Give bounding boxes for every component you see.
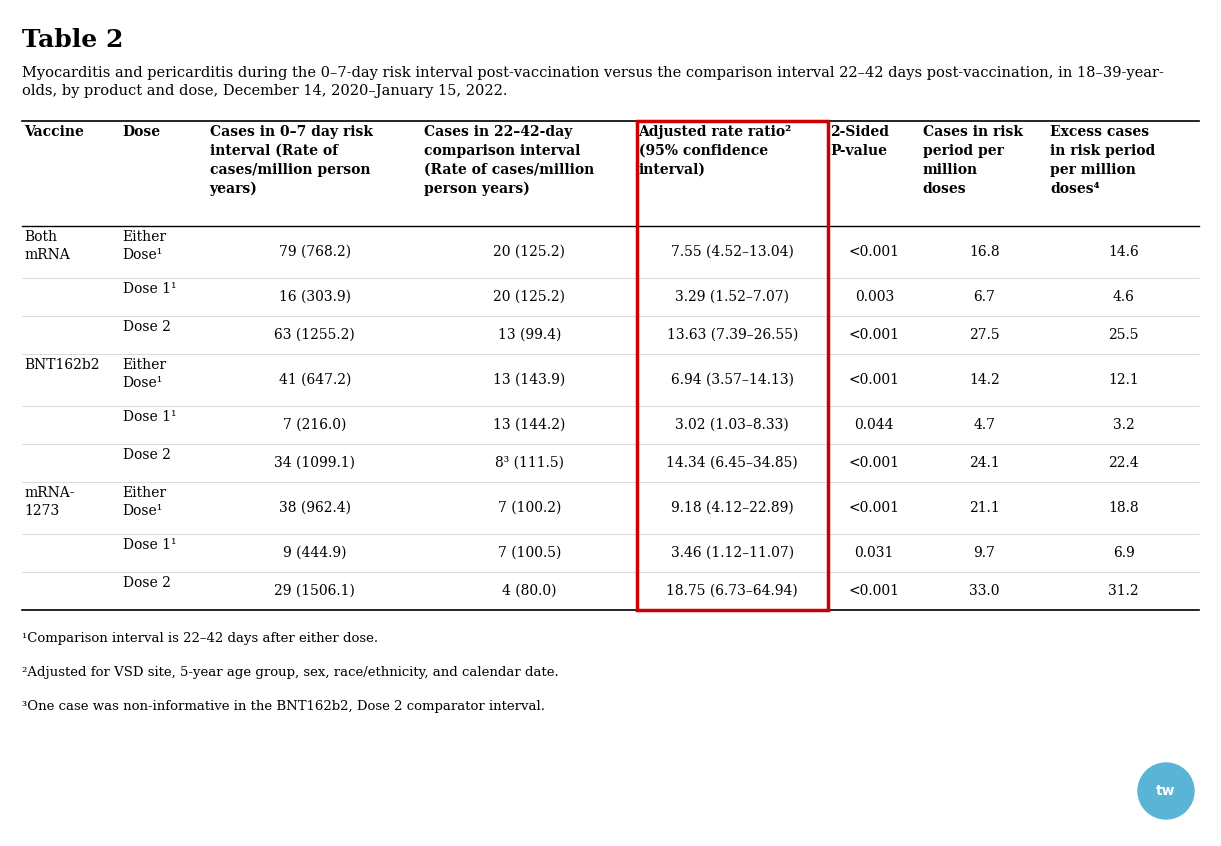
Text: 4 (80.0): 4 (80.0) <box>502 584 557 598</box>
Text: 0.044: 0.044 <box>855 418 894 432</box>
Text: 18.8: 18.8 <box>1109 501 1139 515</box>
Text: 6.7: 6.7 <box>973 290 995 304</box>
Text: 14.6: 14.6 <box>1109 245 1139 259</box>
Text: <0.001: <0.001 <box>849 501 900 515</box>
Text: ¹Comparison interval is 22–42 days after either dose.: ¹Comparison interval is 22–42 days after… <box>22 632 379 645</box>
Text: Cases in 0–7 day risk
interval (Rate of
cases/million person
years): Cases in 0–7 day risk interval (Rate of … <box>210 125 372 196</box>
Text: 14.2: 14.2 <box>969 373 1000 387</box>
Text: 7 (216.0): 7 (216.0) <box>283 418 347 432</box>
Text: Dose 1¹: Dose 1¹ <box>122 282 176 296</box>
Text: 38 (962.4): 38 (962.4) <box>278 501 350 515</box>
Text: Adjusted rate ratio²
(95% confidence
interval): Adjusted rate ratio² (95% confidence int… <box>639 125 791 177</box>
Text: Dose 2: Dose 2 <box>122 320 171 334</box>
Text: 20 (125.2): 20 (125.2) <box>493 290 565 304</box>
Text: mRNA-
1273: mRNA- 1273 <box>24 486 74 519</box>
Text: Both
mRNA: Both mRNA <box>24 230 70 262</box>
Text: 4.6: 4.6 <box>1112 290 1134 304</box>
Text: tw: tw <box>1156 784 1176 798</box>
Text: BNT162b2: BNT162b2 <box>24 358 99 372</box>
Bar <box>636 121 828 610</box>
Text: Dose 2: Dose 2 <box>122 448 171 462</box>
Text: Excess cases
in risk period
per million
doses⁴: Excess cases in risk period per million … <box>1050 125 1155 196</box>
Text: 6.94 (3.57–14.13): 6.94 (3.57–14.13) <box>670 373 794 387</box>
Text: 3.02 (1.03–8.33): 3.02 (1.03–8.33) <box>675 418 789 432</box>
Text: 9 (444.9): 9 (444.9) <box>283 546 347 560</box>
Text: Either
Dose¹: Either Dose¹ <box>122 230 167 262</box>
Text: 33.0: 33.0 <box>969 584 1000 598</box>
Text: 3.46 (1.12–11.07): 3.46 (1.12–11.07) <box>670 546 794 560</box>
Text: ²Adjusted for VSD site, 5-year age group, sex, race/ethnicity, and calendar date: ²Adjusted for VSD site, 5-year age group… <box>22 666 559 679</box>
Text: 41 (647.2): 41 (647.2) <box>278 373 350 387</box>
Text: 7 (100.5): 7 (100.5) <box>498 546 560 560</box>
Text: 16.8: 16.8 <box>969 245 1000 259</box>
Text: Either
Dose¹: Either Dose¹ <box>122 486 167 519</box>
Text: <0.001: <0.001 <box>849 328 900 342</box>
Text: 21.1: 21.1 <box>969 501 1000 515</box>
Text: 9.7: 9.7 <box>973 546 995 560</box>
Text: Dose 1¹: Dose 1¹ <box>122 538 176 552</box>
Text: 13 (99.4): 13 (99.4) <box>498 328 560 342</box>
Text: Dose 1¹: Dose 1¹ <box>122 410 176 424</box>
Text: 3.29 (1.52–7.07): 3.29 (1.52–7.07) <box>675 290 789 304</box>
Text: 29 (1506.1): 29 (1506.1) <box>275 584 355 598</box>
Text: 22.4: 22.4 <box>1109 456 1139 470</box>
Text: 6.9: 6.9 <box>1112 546 1134 560</box>
Text: 31.2: 31.2 <box>1109 584 1139 598</box>
Text: 13 (144.2): 13 (144.2) <box>493 418 565 432</box>
Text: <0.001: <0.001 <box>849 456 900 470</box>
Text: 2-Sided
P-value: 2-Sided P-value <box>830 125 889 158</box>
Text: 7.55 (4.52–13.04): 7.55 (4.52–13.04) <box>670 245 794 259</box>
Text: 27.5: 27.5 <box>969 328 1000 342</box>
Text: Vaccine: Vaccine <box>24 125 84 139</box>
Text: 4.7: 4.7 <box>973 418 995 432</box>
Text: 18.75 (6.73–64.94): 18.75 (6.73–64.94) <box>667 584 799 598</box>
Text: Myocarditis and pericarditis during the 0–7-day risk interval post-vaccination v: Myocarditis and pericarditis during the … <box>22 66 1164 80</box>
Text: <0.001: <0.001 <box>849 584 900 598</box>
Text: Cases in risk
period per
million
doses: Cases in risk period per million doses <box>923 125 1023 196</box>
Text: Either
Dose¹: Either Dose¹ <box>122 358 167 390</box>
Text: Table 2: Table 2 <box>22 28 123 52</box>
Text: Cases in 22–42-day
comparison interval
(Rate of cases/million
person years): Cases in 22–42-day comparison interval (… <box>424 125 595 196</box>
Circle shape <box>1138 763 1194 819</box>
Text: Dose: Dose <box>122 125 161 139</box>
Text: 63 (1255.2): 63 (1255.2) <box>275 328 355 342</box>
Text: 3.2: 3.2 <box>1112 418 1134 432</box>
Text: <0.001: <0.001 <box>849 245 900 259</box>
Text: 13.63 (7.39–26.55): 13.63 (7.39–26.55) <box>667 328 799 342</box>
Text: 14.34 (6.45–34.85): 14.34 (6.45–34.85) <box>667 456 799 470</box>
Text: 8³ (111.5): 8³ (111.5) <box>495 456 564 470</box>
Text: 79 (768.2): 79 (768.2) <box>278 245 350 259</box>
Text: 12.1: 12.1 <box>1109 373 1139 387</box>
Text: 9.18 (4.12–22.89): 9.18 (4.12–22.89) <box>670 501 794 515</box>
Text: 24.1: 24.1 <box>969 456 1000 470</box>
Text: ³One case was non-informative in the BNT162b2, Dose 2 comparator interval.: ³One case was non-informative in the BNT… <box>22 700 545 713</box>
Text: Dose 2: Dose 2 <box>122 576 171 590</box>
Text: 13 (143.9): 13 (143.9) <box>493 373 565 387</box>
Text: 20 (125.2): 20 (125.2) <box>493 245 565 259</box>
Text: <0.001: <0.001 <box>849 373 900 387</box>
Text: olds, by product and dose, December 14, 2020–January 15, 2022.: olds, by product and dose, December 14, … <box>22 84 508 98</box>
Text: 0.003: 0.003 <box>855 290 894 304</box>
Text: 25.5: 25.5 <box>1109 328 1139 342</box>
Text: 34 (1099.1): 34 (1099.1) <box>275 456 355 470</box>
Text: 0.031: 0.031 <box>855 546 894 560</box>
Text: 7 (100.2): 7 (100.2) <box>498 501 560 515</box>
Text: 16 (303.9): 16 (303.9) <box>278 290 350 304</box>
